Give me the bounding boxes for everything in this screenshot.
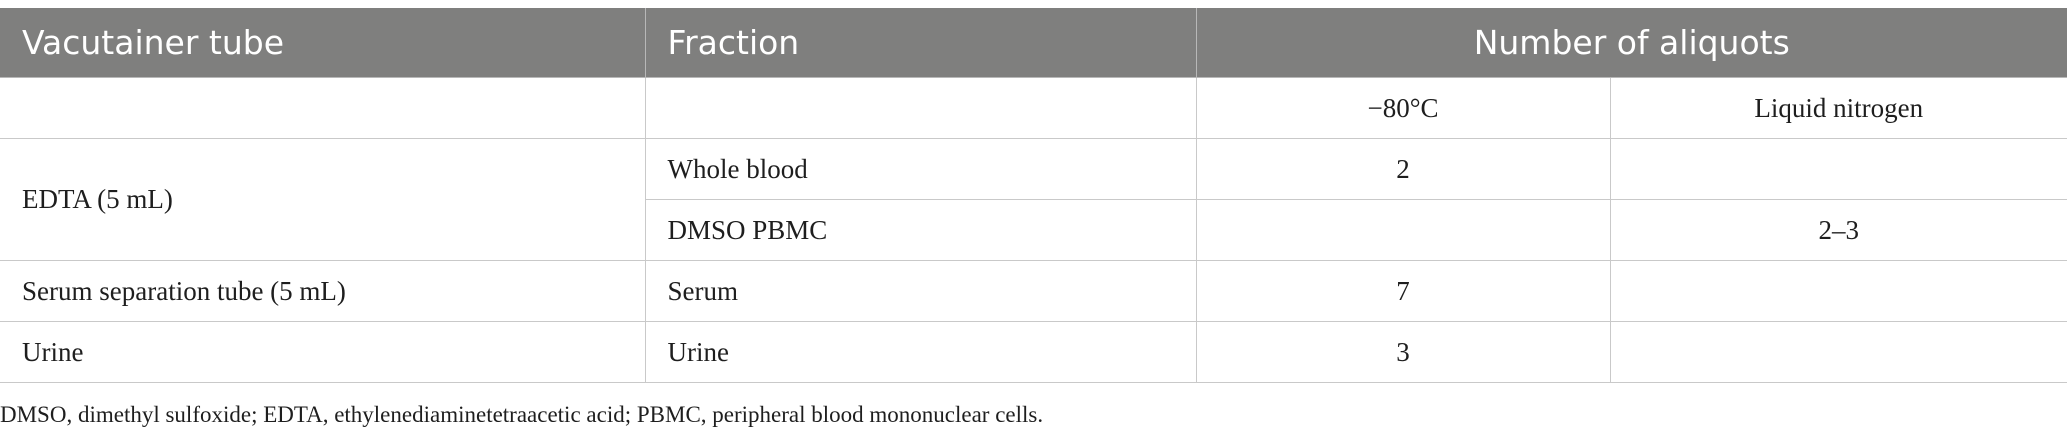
- table-body: −80°C Liquid nitrogen EDTA (5 mL) Whole …: [0, 77, 2067, 383]
- cell-minus80-dmso-pbmc: [1195, 199, 1611, 261]
- cell-tube-serum: Serum separation tube (5 mL): [0, 260, 646, 322]
- cell-tube-urine: Urine: [0, 321, 646, 383]
- cell-ln2-dmso-pbmc: 2–3: [1609, 199, 2067, 261]
- header-fraction: Fraction: [644, 8, 1196, 78]
- table-footnote: DMSO, dimethyl sulfoxide; EDTA, ethylene…: [0, 402, 1044, 427]
- header-row: Vacutainer tube Fraction Number of aliqu…: [0, 8, 2067, 78]
- cell-ln2-urine: [1609, 321, 2067, 383]
- table-row-edta-whole-blood: EDTA (5 mL) Whole blood 2: [0, 138, 2067, 261]
- cell-fraction-whole-blood: Whole blood: [644, 138, 1197, 200]
- subheader-empty-fraction: [644, 77, 1197, 139]
- subheader-empty-tube: [0, 77, 646, 139]
- header-vacutainer-tube: Vacutainer tube: [0, 8, 645, 78]
- table-row-edta-dmso-pbmc: DMSO PBMC 2–3: [0, 199, 2067, 261]
- aliquot-table-container: Vacutainer tube Fraction Number of aliqu…: [0, 8, 2067, 383]
- cell-fraction-serum: Serum: [644, 260, 1197, 322]
- cell-minus80-serum: 7: [1195, 260, 1611, 322]
- cell-ln2-serum: [1609, 260, 2067, 322]
- table-row-serum: Serum separation tube (5 mL) Serum 7: [0, 260, 2067, 322]
- aliquot-table: Vacutainer tube Fraction Number of aliqu…: [0, 8, 2067, 383]
- table-header: Vacutainer tube Fraction Number of aliqu…: [0, 8, 2067, 78]
- header-number-of-aliquots: Number of aliquots: [1195, 8, 2067, 78]
- table-row-urine: Urine Urine 3: [0, 321, 2067, 383]
- cell-minus80-whole-blood: 2: [1195, 138, 1611, 200]
- cell-ln2-whole-blood: [1609, 138, 2067, 200]
- cell-fraction-dmso-pbmc: DMSO PBMC: [645, 199, 1197, 261]
- subheader-minus80: −80°C: [1195, 77, 1611, 139]
- cell-minus80-urine: 3: [1195, 321, 1611, 383]
- cell-tube-edta: EDTA (5 mL): [0, 138, 646, 261]
- subheader-row: −80°C Liquid nitrogen: [0, 77, 2067, 139]
- cell-fraction-urine: Urine: [644, 321, 1197, 383]
- subheader-liquid-nitrogen: Liquid nitrogen: [1609, 77, 2067, 139]
